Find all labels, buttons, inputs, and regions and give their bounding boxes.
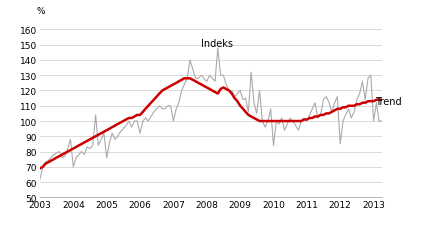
Text: %: % [36,7,45,16]
Text: Indeks: Indeks [201,39,233,49]
Text: Trend: Trend [375,97,401,107]
